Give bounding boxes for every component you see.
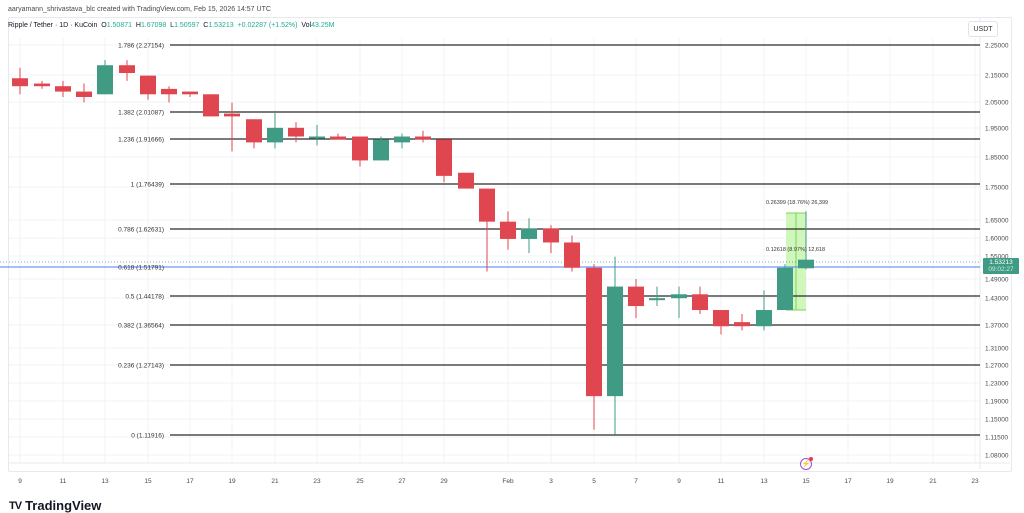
svg-text:1.19000: 1.19000 (985, 399, 1009, 406)
svg-text:9: 9 (677, 478, 681, 485)
chart-credit: aaryamann_shrivastava_blc created with T… (8, 6, 271, 13)
tradingview-brand: TV TradingView (9, 498, 101, 513)
svg-text:2.25000: 2.25000 (985, 43, 1009, 50)
svg-text:25: 25 (356, 478, 364, 485)
change-value: +0.02287 (+1.52%) (237, 22, 298, 29)
svg-text:1.95000: 1.95000 (985, 126, 1009, 133)
chart-frame (8, 17, 1012, 472)
svg-text:11: 11 (718, 478, 725, 485)
svg-text:21: 21 (271, 478, 279, 485)
svg-text:1.31000: 1.31000 (985, 346, 1009, 353)
close-value: 1.53213 (208, 22, 234, 29)
svg-text:0.5 (1.44178): 0.5 (1.44178) (125, 294, 164, 301)
open-value: 1.50871 (106, 22, 133, 29)
svg-text:1 (1.76439): 1 (1.76439) (131, 182, 164, 189)
svg-text:0.382 (1.36564): 0.382 (1.36564) (118, 323, 164, 330)
svg-text:1.08000: 1.08000 (985, 453, 1009, 460)
svg-text:2.15000: 2.15000 (985, 73, 1009, 80)
svg-text:5: 5 (592, 478, 596, 485)
currency-unit-button[interactable]: USDT (968, 21, 998, 37)
svg-text:29: 29 (440, 478, 448, 485)
svg-text:1.23000: 1.23000 (985, 381, 1009, 388)
svg-text:1.37000: 1.37000 (985, 323, 1009, 330)
svg-text:1.60000: 1.60000 (985, 236, 1009, 243)
svg-text:1.382 (2.01087): 1.382 (2.01087) (118, 110, 164, 117)
svg-text:13: 13 (101, 478, 109, 485)
svg-text:2.05000: 2.05000 (985, 100, 1009, 107)
svg-text:1.15000: 1.15000 (985, 417, 1009, 424)
event-lightning-icon[interactable]: ⚡ (800, 457, 813, 470)
measure-mid-label: 0.12618 (8.97%) 12,618 (766, 247, 826, 253)
svg-text:1.85000: 1.85000 (985, 155, 1009, 162)
svg-text:11: 11 (60, 478, 67, 485)
svg-text:1.65000: 1.65000 (985, 218, 1009, 225)
low-value: 1.50597 (174, 22, 200, 29)
current-price: 1.53213 (989, 259, 1013, 266)
current-price-tag: 1.53213 09:02:27 (983, 258, 1019, 274)
svg-text:15: 15 (802, 478, 810, 485)
svg-text:13: 13 (760, 478, 768, 485)
bar-countdown: 09:02:27 (988, 266, 1014, 273)
svg-text:23: 23 (971, 478, 979, 485)
svg-text:Feb: Feb (502, 478, 514, 485)
tradingview-logo-icon: TV (9, 499, 22, 512)
svg-text:0.618 (1.51791): 0.618 (1.51791) (118, 265, 164, 272)
svg-text:0 (1.11916): 0 (1.11916) (131, 433, 164, 440)
svg-text:1.75000: 1.75000 (985, 185, 1009, 192)
svg-text:1.55000: 1.55000 (985, 254, 1009, 261)
svg-text:7: 7 (634, 478, 638, 485)
svg-text:19: 19 (886, 478, 894, 485)
svg-text:1.786 (2.27154): 1.786 (2.27154) (118, 43, 164, 50)
svg-text:15: 15 (144, 478, 152, 485)
symbol-title[interactable]: Ripple / Tether · 1D · KuCoin (8, 22, 98, 29)
svg-text:0.786 (1.62631): 0.786 (1.62631) (118, 227, 164, 234)
svg-text:17: 17 (186, 478, 194, 485)
svg-text:3: 3 (549, 478, 553, 485)
svg-text:1.11500: 1.11500 (985, 435, 1008, 442)
svg-text:27: 27 (398, 478, 406, 485)
svg-text:21: 21 (929, 478, 937, 485)
svg-text:17: 17 (844, 478, 852, 485)
svg-text:19: 19 (228, 478, 236, 485)
measure-top-label: 0.26399 (18.76%) 26,399 (766, 200, 829, 206)
svg-text:1.27000: 1.27000 (985, 363, 1009, 370)
brand-name: TradingView (25, 498, 102, 513)
volume-value: 43.25M (311, 22, 335, 29)
svg-text:9: 9 (18, 478, 22, 485)
svg-text:0.236 (1.27143): 0.236 (1.27143) (118, 363, 164, 370)
notification-dot (809, 457, 813, 461)
symbol-legend: Ripple / Tether · 1D · KuCoin O1.50871 H… (8, 22, 335, 29)
high-value: 1.67098 (140, 22, 167, 29)
svg-text:1.43000: 1.43000 (985, 296, 1009, 303)
svg-text:1.49000: 1.49000 (985, 277, 1009, 284)
svg-text:1.236 (1.91666): 1.236 (1.91666) (118, 137, 164, 144)
svg-text:23: 23 (313, 478, 321, 485)
